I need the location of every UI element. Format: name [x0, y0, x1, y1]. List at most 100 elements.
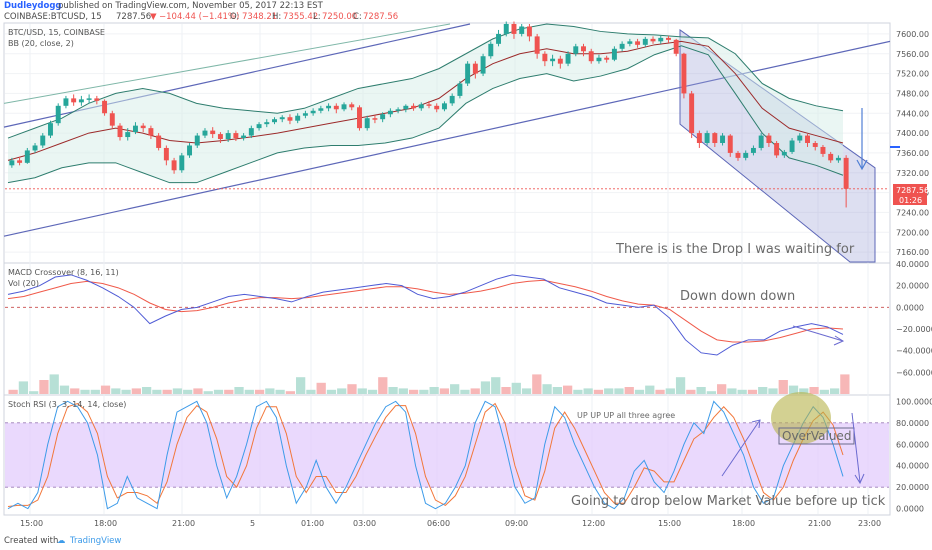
volume-bar	[254, 389, 265, 394]
stoch-d-line	[7, 402, 844, 507]
x-tick-label: 15:00	[20, 519, 43, 528]
axes-layer: 15:00 18:00 21:00 5 01:00 03:00 06:00 09:00 12:0…	[20, 30, 932, 528]
candle-body	[712, 133, 718, 143]
close-label: C:	[353, 12, 362, 22]
macd-indicator-title[interactable]: MACD Crossover (8, 16, 11)	[8, 268, 119, 277]
price-tick-label: 7520.00	[896, 70, 929, 79]
x-tick-label: 06:00	[427, 519, 450, 528]
candle-body	[395, 109, 401, 111]
volume-bar	[306, 389, 316, 394]
candle-body	[658, 37, 664, 42]
candle-body	[503, 24, 509, 34]
volume-bar	[655, 389, 665, 394]
candle-body	[828, 153, 834, 161]
candle-body	[295, 115, 301, 121]
x-tick-label: 09:00	[505, 519, 528, 528]
candle-body	[441, 103, 447, 110]
candle-body	[805, 135, 810, 143]
candle-body	[148, 128, 154, 136]
candle-body	[411, 105, 417, 109]
candle-body	[326, 105, 332, 109]
stoch-tick-label: 40.0000	[896, 462, 929, 471]
volume-bar	[552, 387, 562, 394]
tradingview-brand[interactable]: TradingView	[69, 536, 121, 546]
volume-bar	[213, 389, 224, 394]
volume-bar	[80, 389, 90, 394]
candle-body	[835, 157, 841, 161]
x-tick-label: 01:00	[301, 519, 324, 528]
price-change: −104.44 (−1.41%)	[159, 12, 239, 22]
vol-indicator-title[interactable]: Vol (20)	[8, 279, 39, 288]
candle-body	[604, 57, 610, 60]
price-badge-value: 7287.56	[896, 186, 929, 195]
candle-body	[758, 135, 764, 148]
candle-body	[341, 104, 347, 110]
bb-lower-line	[7, 45, 844, 184]
volume-bar	[450, 384, 460, 394]
volume-bar	[819, 389, 829, 394]
candle-body	[774, 143, 780, 156]
volume-bar	[840, 374, 850, 394]
stoch-tick-label: 100.0000	[896, 397, 932, 406]
candle-body	[627, 41, 633, 44]
candle-body	[689, 93, 695, 134]
candle-body	[171, 160, 177, 171]
candle-body	[233, 133, 239, 139]
high-label: H:	[272, 12, 281, 22]
volume-bar	[614, 388, 624, 394]
volume-bar	[18, 381, 29, 394]
price-layer	[3, 21, 900, 263]
volume-bar	[141, 387, 152, 394]
candle-body	[611, 48, 617, 60]
candle-body	[588, 51, 594, 62]
volume-bar	[49, 374, 59, 394]
volume-bar	[203, 391, 213, 394]
candle-body	[24, 150, 30, 163]
candle-body	[557, 58, 563, 64]
author-link[interactable]: Dudleydogg	[4, 1, 62, 11]
volume-bar	[737, 389, 747, 394]
stoch-k-line	[7, 400, 844, 510]
up-arrow-head	[751, 419, 761, 429]
volume-bar	[265, 388, 275, 394]
macd-layer	[5, 274, 889, 394]
bb-indicator-title[interactable]: BB (20, close, 2)	[8, 39, 74, 48]
candle-body	[357, 107, 362, 129]
candle-body	[820, 146, 826, 154]
volume-bar	[480, 381, 491, 394]
candle-body	[194, 135, 200, 146]
volume-bar	[296, 377, 306, 394]
last-price: 7287.56	[116, 12, 151, 22]
candle-body	[63, 98, 69, 106]
macd-line	[7, 274, 844, 356]
macd-tick-label: 40.0000	[896, 260, 929, 269]
candle-body	[310, 110, 316, 114]
candle-body	[272, 119, 277, 123]
price-tick-label: 7200.00	[896, 228, 929, 237]
macd-arrow-head	[833, 335, 845, 346]
published-text: published on TradingView.com, November 0…	[58, 1, 324, 11]
candle-body	[418, 104, 424, 109]
candle-body	[526, 26, 532, 37]
candle-body	[480, 56, 486, 74]
volume-bar	[367, 389, 378, 394]
candle-body	[109, 113, 115, 126]
volume-bar	[429, 387, 439, 394]
candle-body	[488, 43, 494, 57]
open-label: O:	[230, 12, 239, 22]
stoch-indicator-title[interactable]: Stoch RSI (3, 3, 14, 14, close)	[8, 400, 126, 409]
candle-body	[318, 108, 324, 111]
candle-body	[48, 123, 53, 136]
candle-body	[696, 133, 702, 143]
candle-body	[789, 140, 795, 152]
candle-body	[743, 152, 749, 158]
volume-bar	[285, 391, 296, 394]
volume-bar	[398, 388, 408, 394]
candle-body	[380, 114, 386, 120]
candle-body	[156, 135, 162, 148]
stoch-tick-label: 80.0000	[896, 419, 929, 428]
high-value: 7355.42	[283, 12, 318, 22]
volume-bar	[788, 385, 799, 394]
candle-body	[750, 147, 756, 153]
